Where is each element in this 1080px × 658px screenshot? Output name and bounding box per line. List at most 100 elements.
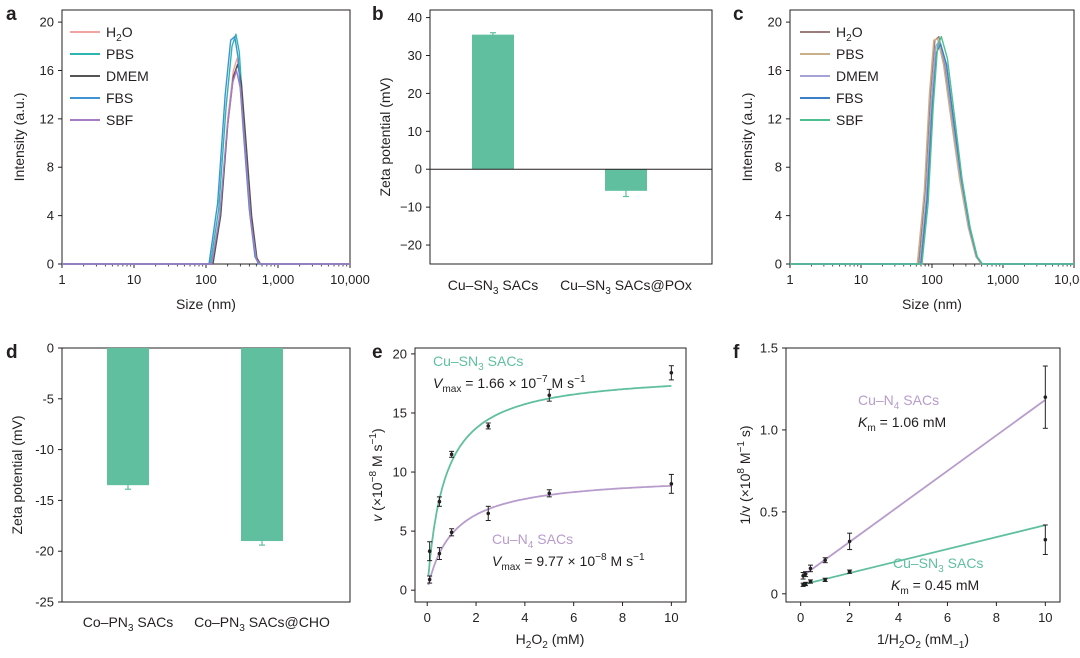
x-tick-label: 2: [846, 610, 853, 625]
category-label: Cu–SN3 SACs: [448, 277, 538, 297]
legend-label: FBS: [106, 90, 133, 106]
fit-line: [801, 524, 1046, 586]
y-tick-label: 0: [415, 162, 422, 177]
annotation-name: Cu–N4 SACs: [492, 531, 573, 551]
legend-label: DMEM: [836, 68, 879, 84]
x-tick-label: 10,000: [330, 272, 370, 287]
data-point: [808, 579, 813, 584]
annotation-value: Vmax = 1.66 × 10−7 M s−1: [433, 374, 586, 395]
annotation-value: Km = 0.45 mM: [891, 577, 979, 597]
series-line-sbf: [790, 35, 1074, 265]
fit-line: [427, 484, 672, 586]
panel-a: 0 4 8 12 16 20 1 10 100 1,000 10,000 Size (nm) Inten…: [11, 9, 370, 312]
legend-label: H2O: [836, 24, 863, 44]
y-tick-label: 20: [40, 15, 54, 30]
y-tick-label: 0.5: [760, 504, 778, 519]
data-point: [427, 549, 432, 553]
x-axis-label: Size (nm): [176, 296, 236, 312]
x-tick-label: 10,000: [1054, 272, 1080, 287]
x-tick-label: 10: [1038, 610, 1052, 625]
bar: [241, 348, 283, 542]
y-tick-label: 0: [771, 586, 778, 601]
data-point: [547, 393, 552, 398]
legend-label: SBF: [106, 112, 133, 128]
y-axis-label: Intensity (a.u.): [11, 93, 27, 182]
data-point: [669, 371, 674, 375]
fit-line: [427, 385, 672, 576]
data-point: [847, 539, 852, 544]
y-tick-label: 16: [768, 63, 782, 78]
panel-label-f: f: [733, 342, 740, 363]
y-tick-label: 15: [393, 405, 407, 420]
y-tick-label: -5: [42, 391, 54, 406]
series-line-sbf: [62, 69, 350, 265]
x-tick-label: 10: [127, 272, 141, 287]
legend-label: PBS: [836, 46, 864, 62]
y-axis-label: Intensity (a.u.): [739, 93, 755, 182]
y-tick-label: 10: [408, 124, 422, 139]
y-axis-label: v (×10−8 M s−1): [368, 428, 385, 521]
data-point: [437, 551, 442, 556]
y-tick-label: -20: [35, 544, 54, 559]
y-tick-label: 1.5: [760, 341, 778, 356]
category-label: Cu–SN3 SACs@POx: [560, 277, 692, 297]
y-tick-label: −20: [400, 238, 422, 253]
y-axis-label: 1/v (×108 M−1 s): [736, 425, 753, 524]
legend-label: DMEM: [106, 68, 149, 84]
plot-frame: [429, 9, 713, 265]
x-axis-label: H2O2 (mM): [516, 631, 585, 651]
x-tick-label: 4: [895, 610, 902, 625]
y-tick-label: 0: [400, 583, 407, 598]
data-point: [486, 511, 491, 516]
x-tick-label: 100: [195, 272, 217, 287]
legend-label: H2O: [106, 24, 133, 44]
y-tick-label: 40: [408, 10, 422, 25]
y-tick-label: 20: [408, 86, 422, 101]
annotation-value: Km = 1.06 mM: [858, 414, 946, 434]
data-point: [1043, 537, 1048, 542]
y-tick-label: 4: [775, 208, 782, 223]
data-point: [669, 482, 674, 486]
plot-frame: [61, 347, 351, 603]
data-point: [486, 424, 491, 428]
x-tick-label: 100: [921, 272, 943, 287]
x-tick-label: 2: [472, 610, 479, 625]
data-point: [437, 499, 442, 504]
y-tick-label: 8: [47, 160, 54, 175]
data-point: [823, 558, 827, 563]
x-tick-label: 0: [797, 610, 804, 625]
panel-label-b: b: [372, 4, 384, 25]
x-tick-label: 10: [854, 272, 868, 287]
bar: [107, 348, 149, 486]
x-tick-label: 1: [786, 272, 793, 287]
data-point: [427, 577, 432, 582]
y-tick-label: 0: [47, 257, 54, 272]
x-tick-label: 1: [58, 272, 65, 287]
y-axis-label: Zeta potential (mV): [377, 77, 393, 196]
x-tick-label: 0: [424, 610, 431, 625]
y-tick-label: 12: [40, 111, 54, 126]
data-point: [803, 582, 808, 586]
y-tick-label: 12: [768, 111, 782, 126]
data-point: [547, 491, 552, 496]
panel-d: -25 -20 -15 -10 -5 0 Co–PN3 SACs Co–PN3 SACs@CH…: [9, 341, 351, 634]
y-tick-label: 5: [400, 524, 407, 539]
category-label: Co–PN3 SACs: [83, 614, 173, 634]
data-point: [823, 578, 827, 582]
category-label: Co–PN3 SACs@CHO: [194, 614, 330, 634]
annotation-name: Cu–SN3 SACs: [433, 353, 523, 373]
panel-label-e: e: [372, 342, 383, 363]
annotation-name: Cu–SN3 SACs: [893, 555, 983, 575]
data-point: [449, 530, 454, 535]
y-tick-label: 4: [47, 208, 54, 223]
data-point: [449, 452, 454, 457]
x-tick-label: 10: [664, 610, 678, 625]
y-tick-label: 20: [393, 346, 407, 361]
panel-b: −20 −10 0 10 20 30 40 Cu–SN3 SACs Cu–SN3 SACs@PO…: [377, 9, 713, 297]
y-tick-label: 10: [393, 465, 407, 480]
legend-label: PBS: [106, 46, 134, 62]
y-tick-label: 20: [768, 15, 782, 30]
